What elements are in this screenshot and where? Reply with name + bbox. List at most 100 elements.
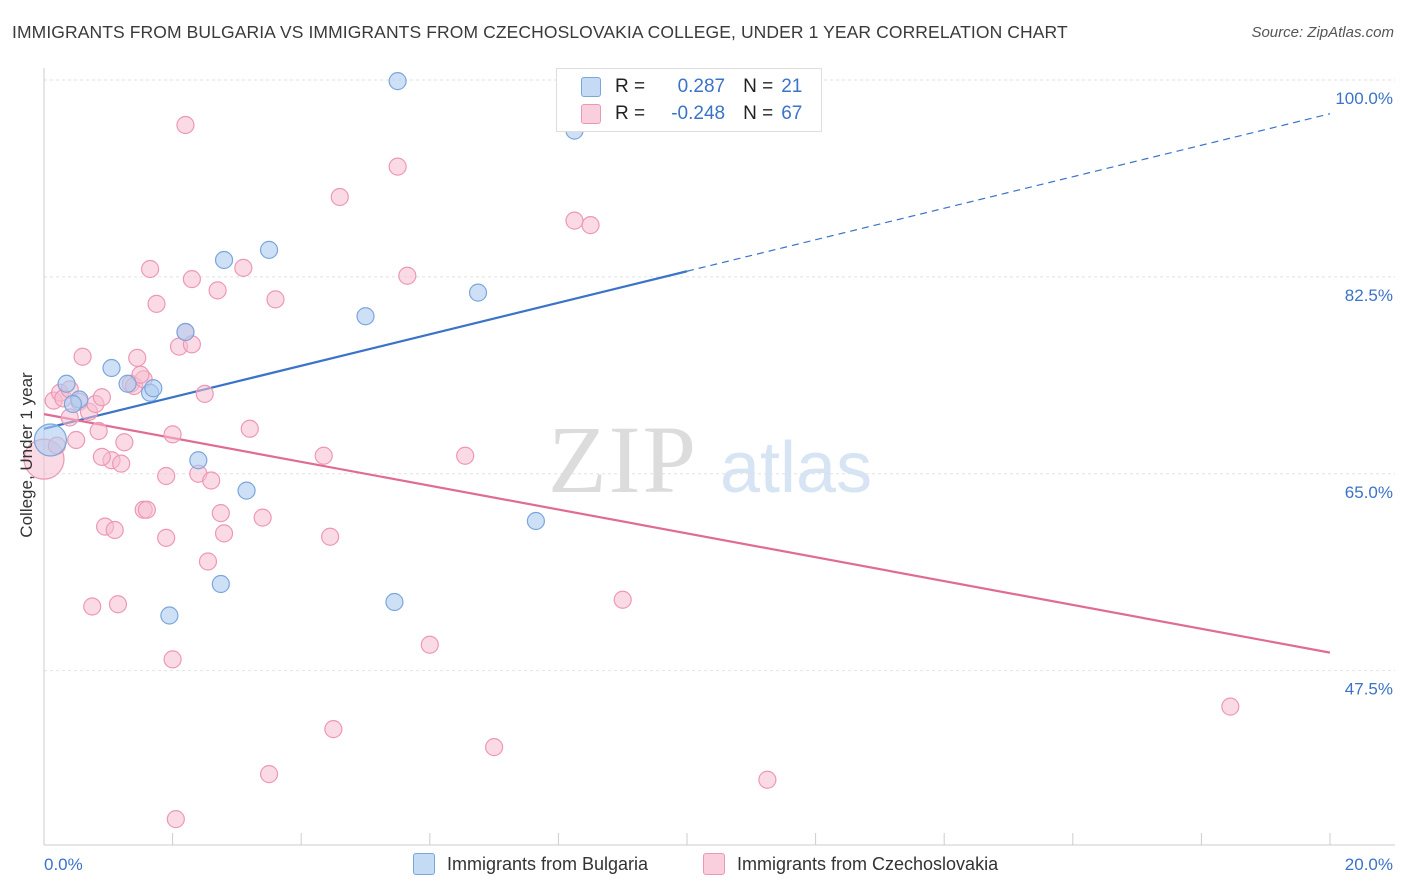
point-bulgaria: [211, 574, 230, 594]
y-tick-label: 100.0%: [1335, 89, 1393, 108]
legend-r-label: R =: [615, 103, 646, 124]
y-tick-label: 82.5%: [1345, 286, 1393, 305]
point-bulgaria: [63, 394, 83, 414]
point-czechoslovakia: [456, 446, 475, 465]
point-bulgaria: [176, 322, 195, 342]
point-czechoslovakia: [137, 500, 156, 519]
point-bulgaria: [356, 307, 375, 326]
x-tick-label: 0.0%: [44, 855, 83, 874]
point-czechoslovakia: [253, 508, 272, 527]
trend-line-czechoslovakia: [43, 413, 1331, 654]
bottom-legend-label-czechoslovakia: Immigrants from Czechoslovakia: [737, 853, 999, 874]
point-czechoslovakia: [613, 590, 632, 609]
point-bulgaria: [468, 283, 488, 302]
point-czechoslovakia: [324, 720, 343, 739]
point-bulgaria: [102, 358, 121, 378]
point-czechoslovakia: [157, 528, 176, 547]
grid-lines: [44, 79, 1395, 672]
point-czechoslovakia: [112, 454, 131, 473]
point-bulgaria: [259, 240, 279, 259]
trend-line-bulgaria: [43, 270, 688, 430]
legend-r-value-czechoslovakia: -0.248: [671, 103, 726, 124]
y-tick-label: 47.5%: [1345, 680, 1393, 699]
legend-n-label: N =: [743, 103, 774, 124]
point-czechoslovakia: [565, 211, 584, 230]
legend-n-value-bulgaria: 21: [781, 76, 803, 97]
point-czechoslovakia: [388, 157, 407, 176]
watermark-zip: ZIP: [548, 406, 698, 513]
bottom-legend-czechoslovakia: Immigrants from Czechoslovakia: [703, 852, 998, 876]
trend-line-bulgaria-extension: [686, 113, 1331, 272]
point-bulgaria: [160, 606, 179, 625]
watermark: ZIP atlas: [548, 406, 872, 513]
y-axis-label: College, Under 1 year: [17, 372, 36, 538]
point-czechoslovakia: [108, 595, 128, 614]
x-tick-label: 20.0%: [1345, 855, 1393, 874]
point-czechoslovakia: [105, 520, 124, 540]
point-czechoslovakia: [176, 115, 195, 135]
point-czechoslovakia: [157, 466, 176, 486]
legend-row-bulgaria: R = 0.287 N = 21: [581, 75, 802, 99]
point-czechoslovakia: [131, 365, 150, 384]
legend-r-value-bulgaria: 0.287: [677, 76, 726, 97]
point-czechoslovakia: [485, 738, 504, 757]
legend-n-value-czechoslovakia: 67: [781, 103, 803, 124]
point-bulgaria: [33, 423, 68, 457]
bottom-legend-swatch-czechoslovakia: [703, 853, 725, 875]
point-bulgaria: [57, 374, 76, 393]
point-czechoslovakia: [314, 446, 333, 465]
point-czechoslovakia: [321, 527, 340, 546]
point-czechoslovakia: [73, 347, 92, 366]
tick-labels: 47.5% 65.0% 82.5% 100.0% 0.0% 20.0%: [44, 89, 1393, 874]
chart-title: IMMIGRANTS FROM BULGARIA VS IMMIGRANTS F…: [12, 22, 1068, 42]
legend-n-label: N =: [743, 76, 774, 97]
point-czechoslovakia: [92, 388, 111, 407]
point-czechoslovakia: [758, 770, 777, 789]
point-czechoslovakia: [182, 270, 201, 289]
bottom-legend-swatch-bulgaria: [413, 853, 435, 875]
point-czechoslovakia: [115, 433, 134, 452]
legend-swatch-bulgaria: [581, 77, 601, 97]
point-czechoslovakia: [234, 258, 253, 277]
point-czechoslovakia: [163, 425, 182, 444]
point-czechoslovakia: [266, 290, 285, 309]
legend-r-label: R =: [615, 76, 646, 97]
legend-swatch-czechoslovakia: [581, 104, 601, 124]
point-bulgaria: [118, 374, 137, 393]
y-tick-label: 65.0%: [1345, 483, 1393, 502]
point-bulgaria: [144, 379, 163, 398]
point-czechoslovakia: [581, 216, 600, 235]
point-bulgaria: [526, 511, 545, 531]
legend-row-czechoslovakia: R = -0.248 N = 67: [581, 102, 802, 126]
point-czechoslovakia: [67, 430, 86, 450]
point-czechoslovakia: [1221, 697, 1240, 716]
point-bulgaria: [237, 481, 256, 500]
point-bulgaria: [189, 451, 208, 470]
point-czechoslovakia: [398, 266, 417, 285]
bottom-legend-bulgaria: Immigrants from Bulgaria: [413, 852, 648, 876]
correlation-legend: R = 0.287 N = 21 R = -0.248 N = 67: [556, 68, 822, 132]
point-czechoslovakia: [208, 281, 227, 300]
point-bulgaria: [214, 250, 234, 270]
point-czechoslovakia: [330, 187, 349, 207]
point-czechoslovakia: [202, 471, 221, 490]
watermark-atlas: atlas: [720, 428, 872, 508]
point-czechoslovakia: [211, 504, 230, 523]
trend-lines: [43, 113, 1331, 654]
point-czechoslovakia: [89, 421, 108, 441]
point-czechoslovakia: [259, 765, 279, 784]
point-czechoslovakia: [198, 552, 218, 571]
point-czechoslovakia: [147, 294, 166, 313]
point-czechoslovakia: [195, 384, 214, 403]
point-czechoslovakia: [83, 597, 102, 616]
source-label: Source: ZipAtlas.com: [1251, 24, 1394, 41]
point-czechoslovakia: [128, 348, 147, 367]
point-czechoslovakia: [92, 447, 111, 466]
bottom-legend-label-bulgaria: Immigrants from Bulgaria: [447, 853, 649, 874]
point-czechoslovakia: [163, 650, 182, 669]
point-bulgaria: [385, 592, 404, 612]
data-points: [23, 72, 1240, 829]
point-czechoslovakia: [420, 635, 439, 654]
point-czechoslovakia: [140, 259, 160, 279]
